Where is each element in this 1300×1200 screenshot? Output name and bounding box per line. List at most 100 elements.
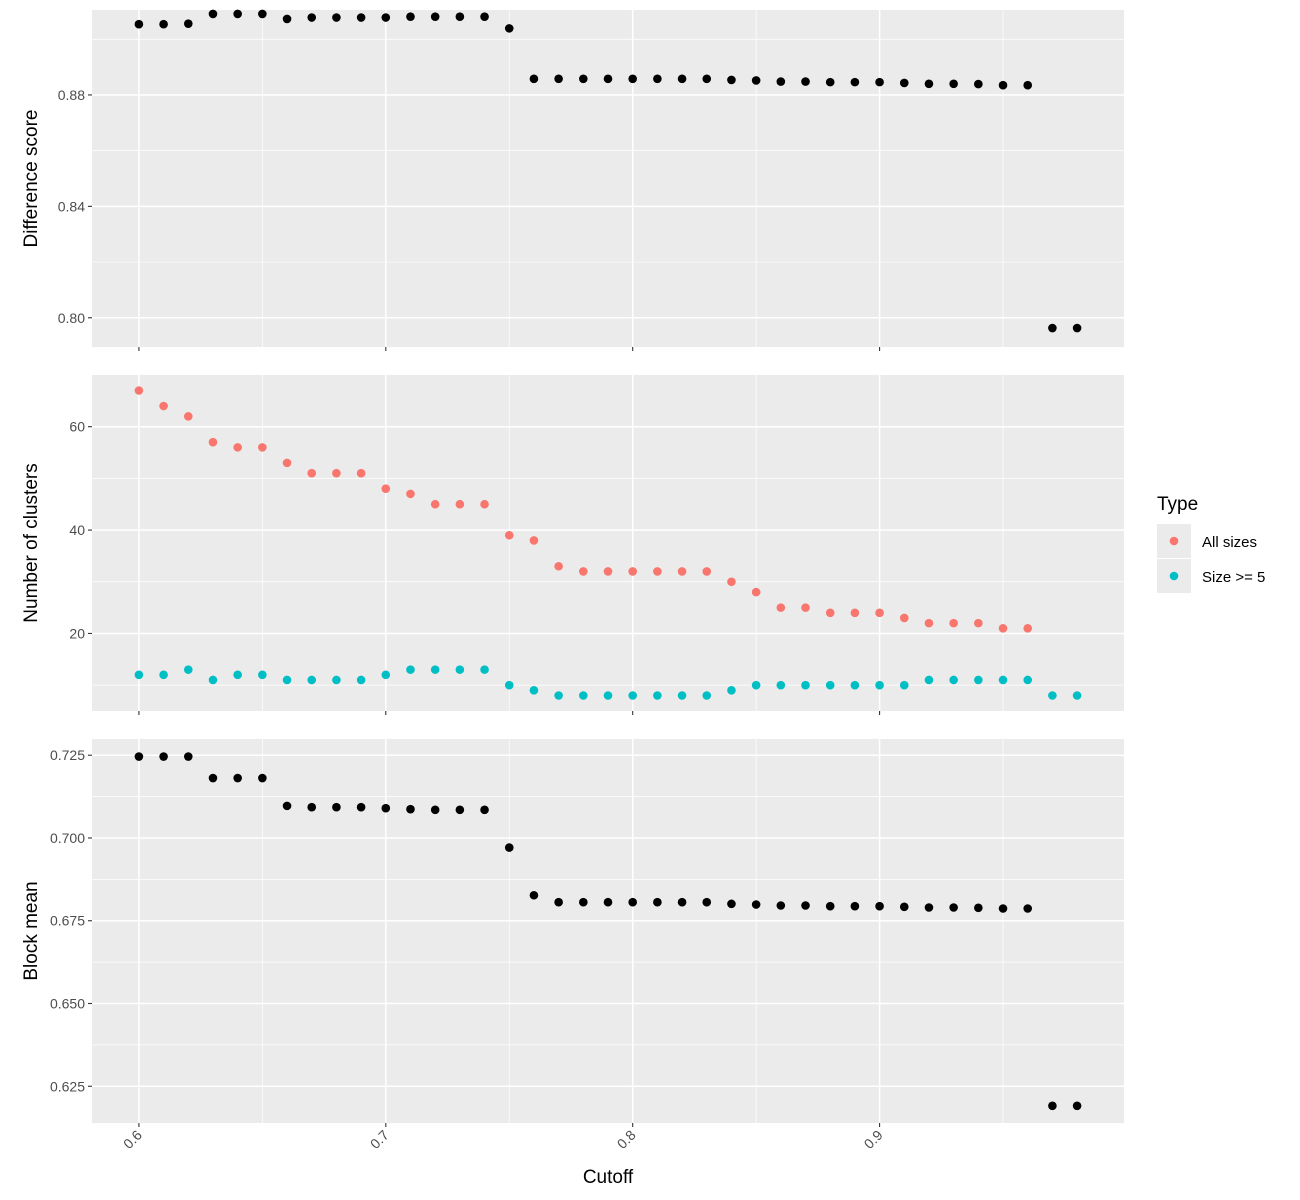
data-point: [480, 499, 489, 509]
data-point: [653, 691, 662, 700]
data-point: [677, 567, 687, 576]
data-point: [949, 79, 958, 89]
data-point: [134, 19, 144, 29]
data-point: [455, 499, 465, 509]
data-point: [924, 79, 934, 89]
data-point: [776, 901, 786, 910]
panel-background: [92, 739, 1124, 1123]
data-point: [628, 567, 637, 576]
data-point: [579, 691, 588, 700]
data-point: [579, 567, 588, 576]
data-point: [233, 773, 242, 783]
panel-background: [92, 10, 1124, 347]
data-point: [801, 680, 810, 690]
data-point: [134, 386, 144, 395]
data-point: [603, 897, 613, 907]
data-point: [356, 468, 366, 478]
data-point: [653, 897, 662, 907]
data-point: [406, 12, 415, 21]
data-point: [183, 752, 193, 761]
data-point: [751, 680, 761, 690]
data-point: [702, 691, 712, 700]
data-point: [677, 74, 687, 84]
data-point: [159, 752, 168, 761]
data-point: [233, 9, 242, 19]
data-point: [776, 603, 786, 612]
data-point: [850, 680, 860, 690]
data-point: [875, 680, 884, 690]
data-point: [1072, 1101, 1082, 1111]
data-point: [430, 805, 440, 815]
data-point: [356, 13, 366, 22]
data-point: [899, 78, 909, 88]
y-tick-label: 0.80: [58, 310, 85, 326]
data-point: [727, 75, 736, 85]
data-point: [307, 802, 317, 812]
legend-label-all-sizes: All sizes: [1202, 534, 1257, 551]
data-point: [801, 77, 810, 86]
data-point: [258, 773, 267, 783]
data-point: [875, 901, 884, 911]
data-point: [801, 603, 810, 612]
data-point: [504, 680, 514, 690]
data-point: [998, 675, 1008, 685]
data-point: [480, 12, 489, 21]
data-point: [332, 802, 341, 812]
data-point: [430, 12, 440, 21]
data-point: [1072, 323, 1082, 333]
data-point: [183, 412, 193, 421]
data-point: [332, 13, 341, 22]
data-point: [381, 13, 391, 22]
legend: Type All sizes Size >= 5: [1157, 494, 1265, 593]
data-point: [751, 587, 761, 597]
data-point: [628, 74, 637, 84]
data-point: [949, 618, 958, 628]
x-tick-label: 0.6: [120, 1127, 145, 1152]
data-point: [356, 675, 366, 685]
data-point: [208, 773, 218, 783]
data-point: [974, 618, 983, 628]
panel-difference: 0.80 0.84 0.88 Difference score: [21, 9, 1124, 351]
panel-clusters: 20 40 60 Number of clusters: [21, 375, 1124, 715]
data-point: [825, 680, 835, 690]
data-point: [208, 9, 218, 19]
data-point: [406, 804, 415, 814]
data-point: [134, 670, 144, 680]
data-point: [850, 77, 860, 87]
data-point: [455, 12, 465, 21]
data-point: [825, 608, 835, 618]
data-point: [430, 665, 440, 674]
data-point: [356, 802, 366, 812]
data-point: [480, 805, 489, 815]
data-point: [751, 76, 761, 85]
data-point: [603, 691, 613, 700]
data-point: [603, 74, 613, 84]
legend-title: Type: [1157, 494, 1198, 515]
data-point: [974, 675, 983, 685]
data-point: [924, 903, 934, 912]
data-point: [159, 401, 168, 411]
data-point: [233, 443, 242, 452]
data-point: [332, 675, 341, 685]
data-point: [628, 691, 637, 700]
y-tick-label: 0.88: [58, 87, 85, 103]
data-point: [727, 686, 736, 695]
y-tick-label: 40: [69, 522, 85, 538]
y-tick-label: 0.625: [50, 1078, 85, 1094]
data-point: [924, 618, 934, 628]
data-point: [974, 903, 983, 913]
data-point: [282, 14, 292, 24]
data-point: [628, 897, 637, 907]
legend-swatch-size-ge-5: [1169, 571, 1179, 581]
data-point: [258, 443, 267, 452]
panel-blockmean: 0.625 0.650 0.675 0.700 0.725 Block mean: [21, 739, 1124, 1127]
x-tick-label: 0.8: [614, 1127, 639, 1152]
data-point: [258, 670, 267, 680]
data-point: [1023, 80, 1033, 90]
data-point: [1023, 904, 1033, 913]
data-point: [529, 686, 539, 695]
data-point: [159, 19, 168, 29]
data-point: [924, 675, 934, 685]
data-point: [653, 74, 662, 84]
data-point: [825, 901, 835, 911]
